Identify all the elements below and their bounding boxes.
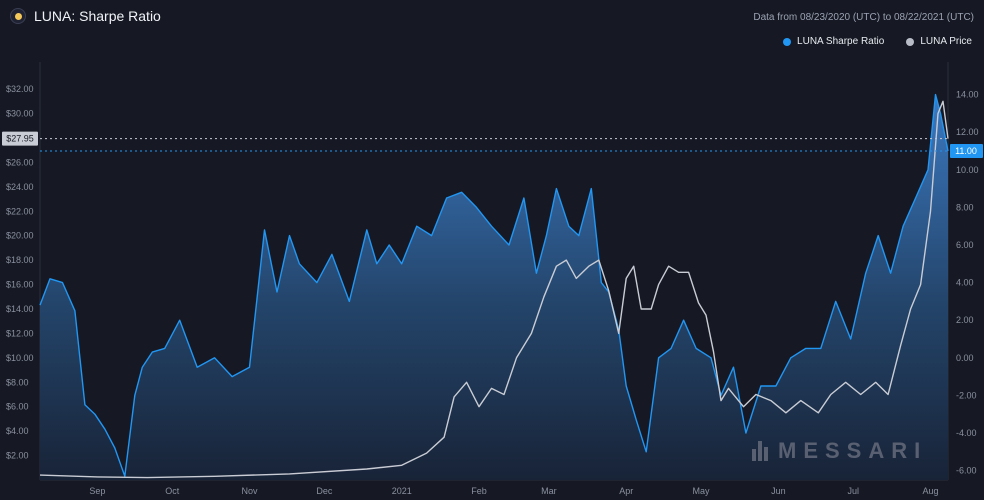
left-axis-tick: $22.00 — [6, 206, 34, 216]
area-layer — [40, 94, 948, 480]
right-axis-tick: -2.00 — [956, 390, 977, 400]
x-axis-tick: Dec — [316, 486, 333, 496]
left-axis-tick: $2.00 — [6, 451, 29, 461]
legend-label-sharpe: LUNA Sharpe Ratio — [797, 36, 885, 47]
left-axis-tick: $24.00 — [6, 182, 34, 192]
right-axis-tick: 6.00 — [956, 240, 974, 250]
sharpe-area — [40, 94, 948, 480]
x-axis-tick: Oct — [165, 486, 180, 496]
right-axis-tick: 12.00 — [956, 127, 979, 137]
right-axis-tick: 0.00 — [956, 353, 974, 363]
line-layer — [39, 93, 949, 479]
sharpe-dot-icon — [783, 37, 792, 46]
sharpe-current-label: 11.00 — [955, 146, 977, 156]
x-axis-tick: Sep — [89, 486, 105, 496]
watermark-text: MESSARI — [778, 438, 928, 463]
x-axis-tick: Mar — [541, 486, 557, 496]
date-range-label: Data from 08/23/2020 (UTC) to 08/22/2021… — [753, 12, 974, 23]
x-axis-tick: Apr — [619, 486, 633, 496]
legend-label-price: LUNA Price — [920, 36, 972, 47]
left-axis-tick: $20.00 — [6, 231, 34, 241]
price-current-badge — [2, 131, 38, 146]
left-axis-tick: $16.00 — [6, 280, 34, 290]
chart-title: LUNA: Sharpe Ratio — [34, 8, 161, 24]
marker-layer: $27.95 11.00 — [2, 131, 983, 158]
x-axis-tick: May — [693, 486, 711, 496]
left-axis-tick: $6.00 — [6, 402, 29, 412]
sharpe-line — [39, 93, 949, 477]
x-axis-tick: Jun — [771, 486, 786, 496]
right-axis-tick: -6.00 — [956, 466, 977, 476]
legend-item-sharpe[interactable]: LUNA Sharpe Ratio — [783, 36, 884, 47]
legend-item-price[interactable]: LUNA Price — [906, 36, 972, 47]
x-axis-tick: Jul — [847, 486, 859, 496]
messari-logo-icon — [752, 441, 770, 461]
x-axis-tick: Nov — [242, 486, 259, 496]
right-axis-tick: 10.00 — [956, 165, 979, 175]
x-axis-tick: Feb — [471, 486, 487, 496]
luna-logo-icon — [10, 8, 26, 24]
x-axis-tick: Aug — [923, 486, 939, 496]
right-axis-tick: -4.00 — [956, 428, 977, 438]
left-axis-tick: $14.00 — [6, 304, 34, 314]
left-axis-tick: $8.00 — [6, 377, 29, 387]
sharpe-current-badge — [950, 143, 983, 158]
messari-watermark: MESSARI — [752, 438, 927, 464]
right-axis-tick: 2.00 — [956, 315, 974, 325]
left-axis-tick: $18.00 — [6, 255, 34, 265]
price-current-label: $27.95 — [6, 134, 34, 144]
axis-layer: $2.00 $4.00 $6.00 $8.00 $10.00 $12.00 $14.00 $1… — [6, 84, 979, 496]
left-axis-tick: $4.00 — [6, 426, 29, 436]
right-axis-tick: 8.00 — [956, 202, 974, 212]
left-axis-tick: $10.00 — [6, 353, 34, 363]
left-axis-tick: $30.00 — [6, 109, 34, 119]
left-axis-tick: $32.00 — [6, 84, 34, 94]
x-axis-tick: 2021 — [392, 486, 412, 496]
right-axis-tick: 14.00 — [956, 90, 979, 100]
left-axis-tick: $12.00 — [6, 328, 34, 338]
chart-header: LUNA: Sharpe Ratio — [10, 8, 161, 24]
legend: LUNA Sharpe Ratio LUNA Price — [783, 36, 972, 47]
price-line — [39, 100, 949, 479]
left-axis-tick: $26.00 — [6, 157, 34, 167]
right-axis-tick: 4.00 — [956, 278, 974, 288]
price-dot-icon — [906, 37, 915, 46]
